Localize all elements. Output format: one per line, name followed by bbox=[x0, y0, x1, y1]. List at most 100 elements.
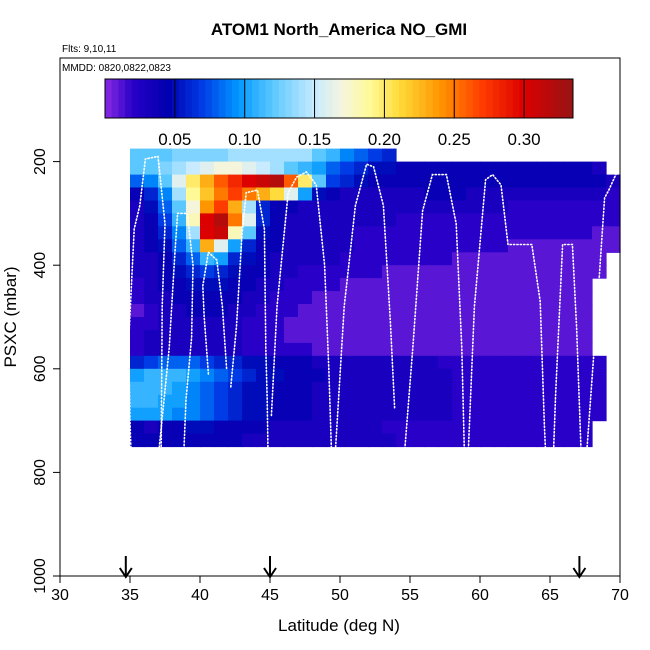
heatmap-cell bbox=[550, 317, 565, 331]
heatmap-cell bbox=[270, 317, 285, 331]
colorbar-swatch bbox=[499, 79, 507, 118]
heatmap-cell bbox=[424, 252, 439, 266]
heatmap-cell bbox=[130, 278, 145, 292]
heatmap-cell bbox=[256, 239, 271, 253]
heatmap-cell bbox=[578, 239, 593, 253]
plot-area: MMDD: 0820,0822,0823 bbox=[59, 57, 621, 579]
heatmap-cell bbox=[536, 329, 551, 344]
colorbar-swatch bbox=[105, 79, 113, 118]
heatmap-cell bbox=[396, 226, 411, 240]
heatmap-cell bbox=[480, 174, 495, 189]
heatmap-cell bbox=[578, 200, 593, 214]
heatmap-cell bbox=[214, 174, 229, 189]
heatmap-cell bbox=[536, 200, 551, 214]
heatmap-cell bbox=[396, 213, 411, 227]
colorbar-tick-label: 0.25 bbox=[438, 130, 471, 149]
heatmap-cell bbox=[200, 317, 215, 331]
heatmap-cell bbox=[200, 226, 215, 240]
heatmap-cell bbox=[522, 291, 537, 305]
heatmap-cell bbox=[130, 148, 145, 163]
heatmap-cell bbox=[326, 278, 341, 292]
heatmap-cell bbox=[326, 187, 341, 202]
heatmap-cell bbox=[396, 394, 411, 409]
heatmap-cell bbox=[186, 174, 201, 189]
x-tick-label: 40 bbox=[191, 587, 209, 604]
heatmap-cell bbox=[228, 291, 243, 305]
heatmap-cell bbox=[298, 317, 313, 331]
heatmap-cell bbox=[200, 200, 215, 214]
colorbar-swatch bbox=[466, 79, 474, 118]
flight-track bbox=[154, 212, 194, 505]
heatmap-cell bbox=[452, 161, 467, 176]
heatmap-cell bbox=[172, 226, 187, 240]
heatmap-cell bbox=[508, 317, 523, 331]
heatmap-cell bbox=[536, 174, 551, 189]
heatmap-cell bbox=[354, 226, 369, 240]
colorbar-swatch bbox=[158, 79, 166, 118]
heatmap-cell bbox=[494, 355, 509, 370]
heatmap-cell bbox=[354, 148, 369, 163]
heatmap-cell bbox=[354, 317, 369, 331]
heatmap-cell bbox=[144, 381, 159, 396]
flight-track bbox=[230, 189, 270, 494]
heatmap-cell bbox=[144, 174, 159, 189]
heatmap-cell bbox=[536, 317, 551, 331]
heatmap-cell bbox=[536, 407, 551, 422]
colorbar-swatch bbox=[185, 79, 193, 118]
colorbar-swatch bbox=[425, 79, 434, 118]
heatmap-cell bbox=[452, 329, 467, 344]
heatmap-cell bbox=[158, 278, 173, 292]
heatmap-cell bbox=[172, 381, 187, 396]
heatmap-cell bbox=[480, 420, 495, 435]
heatmap-cell bbox=[536, 226, 551, 240]
heatmap-cell bbox=[228, 226, 243, 240]
heatmap-cell bbox=[382, 368, 397, 383]
heatmap-cell bbox=[298, 187, 313, 202]
heatmap-cell bbox=[256, 381, 271, 396]
heatmap-cell bbox=[578, 394, 593, 409]
arrow-markers bbox=[118, 556, 587, 579]
heatmap-cell bbox=[368, 265, 383, 279]
colorbar-swatch bbox=[405, 79, 414, 118]
heatmap-cell bbox=[494, 226, 509, 240]
heatmap-cell bbox=[396, 368, 411, 383]
heatmap-cell bbox=[186, 226, 201, 240]
heatmap-cell bbox=[452, 226, 467, 240]
colorbar-cells bbox=[105, 79, 574, 118]
heatmap-cell bbox=[368, 252, 383, 266]
colorbar-swatch bbox=[138, 79, 146, 118]
y-tick-label: 1000 bbox=[32, 558, 49, 594]
colorbar-swatch bbox=[318, 79, 327, 118]
heatmap-cell bbox=[340, 368, 355, 383]
heatmap-cell bbox=[172, 355, 187, 370]
colorbar-swatch bbox=[492, 79, 500, 118]
heatmap-cell bbox=[480, 329, 495, 344]
heatmap-cell bbox=[214, 329, 229, 344]
heatmap-cell bbox=[214, 368, 229, 383]
heatmap-cell bbox=[480, 226, 495, 240]
heatmap-cell bbox=[550, 420, 565, 435]
heatmap-cell bbox=[578, 381, 593, 396]
heatmap-cell bbox=[410, 291, 425, 305]
heatmap-cell bbox=[466, 420, 481, 435]
heatmap-cell bbox=[368, 381, 383, 396]
heatmap-cell bbox=[298, 148, 313, 163]
x-axis: 30 35 40 45 50 55 60 65 70 bbox=[51, 576, 629, 604]
colorbar-swatch bbox=[559, 79, 567, 118]
heatmap-cell bbox=[340, 187, 355, 202]
heatmap-cell bbox=[438, 355, 453, 370]
heatmap-cell bbox=[326, 329, 341, 344]
heatmap-cell bbox=[186, 420, 201, 435]
heatmap-cell bbox=[256, 342, 271, 357]
heatmap-cell bbox=[522, 355, 537, 370]
heatmap-cell bbox=[550, 239, 565, 253]
heatmap-cell bbox=[592, 381, 607, 396]
heatmap-cell bbox=[284, 213, 299, 227]
heatmap-cell bbox=[284, 394, 299, 409]
colorbar-swatch bbox=[546, 79, 554, 118]
heatmap-cell bbox=[144, 317, 159, 331]
heatmap-cell bbox=[522, 174, 537, 189]
heatmap-cell bbox=[438, 317, 453, 331]
heatmap-cell bbox=[340, 381, 355, 396]
heatmap-cell bbox=[494, 420, 509, 435]
